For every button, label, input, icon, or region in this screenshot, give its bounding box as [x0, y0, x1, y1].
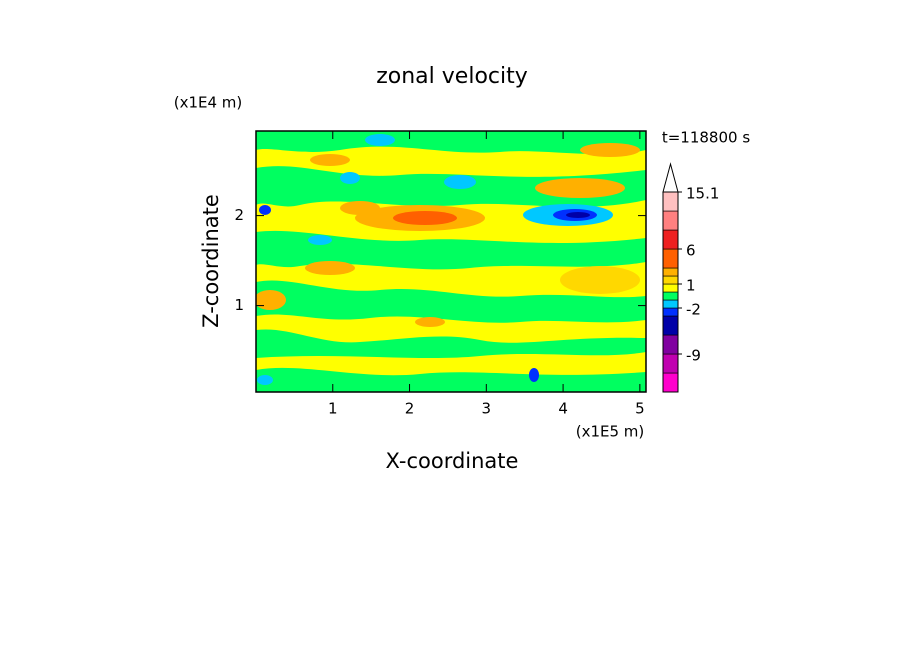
- chart-title: zonal velocity: [376, 64, 528, 89]
- x-axis-label: X-coordinate: [386, 449, 519, 473]
- colorbar-tick-label: -9: [686, 347, 701, 365]
- colorbar-segment: [662, 191, 679, 212]
- time-annotation: t=118800 s: [662, 129, 750, 147]
- x-tick-label: 2: [405, 400, 415, 418]
- colorbar-extend: [662, 162, 679, 193]
- y-tick-label: 2: [234, 206, 244, 224]
- colorbar-segment: [662, 353, 679, 374]
- colorbar-segment: [662, 248, 679, 269]
- colorbar-tick-label: 15.1: [686, 185, 719, 203]
- colorbar-tick-label: 1: [686, 277, 696, 295]
- x-tick-label: 3: [482, 400, 492, 418]
- x-tick-label: 5: [635, 400, 645, 418]
- colorbar-segment: [662, 299, 679, 309]
- plot-frame: [255, 130, 647, 393]
- colorbar-segment: [662, 372, 679, 393]
- x-tick-label: 4: [558, 400, 568, 418]
- colorbar-segment: [662, 291, 679, 301]
- contour-field: [256, 131, 646, 392]
- colorbar-segment: [662, 315, 679, 336]
- y-tick-label: 1: [234, 296, 244, 314]
- colorbar-segment: [662, 267, 679, 277]
- x-unit: (x1E5 m): [576, 423, 645, 441]
- colorbar-segment: [662, 275, 679, 285]
- colorbar-segment: [662, 307, 679, 317]
- colorbar-segment: [662, 283, 679, 293]
- x-tick-label: 1: [328, 400, 338, 418]
- colorbar-segment: [662, 229, 679, 250]
- y-axis-label: Z-coordinate: [199, 194, 223, 328]
- colorbar-segment: [662, 210, 679, 231]
- colorbar-tick-label: -2: [686, 301, 701, 319]
- colorbar-tick-label: 6: [686, 242, 696, 260]
- colorbar-segment: [662, 334, 679, 355]
- y-unit: (x1E4 m): [174, 94, 243, 112]
- colorbar-frame: [662, 191, 679, 393]
